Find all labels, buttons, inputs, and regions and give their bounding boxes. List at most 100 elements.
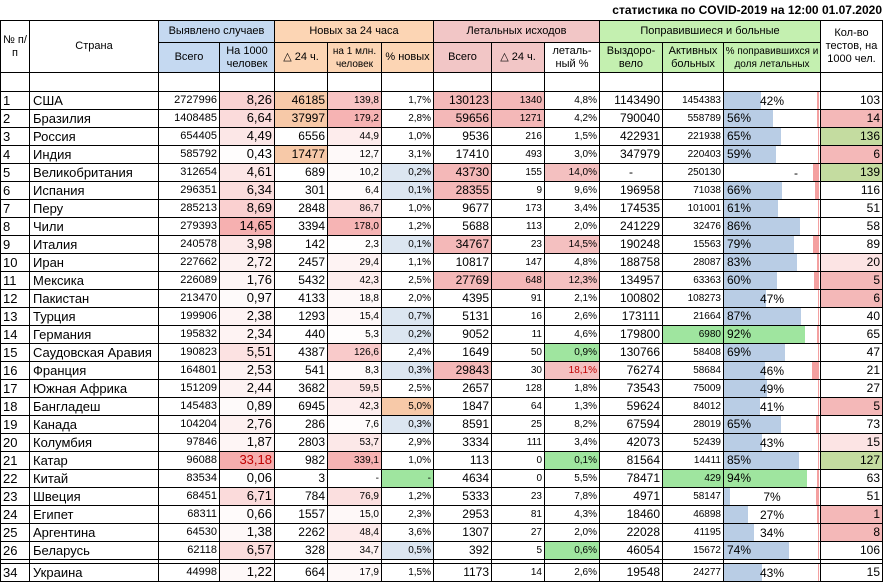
row-country: США — [29, 91, 159, 110]
per1000-heat — [220, 434, 274, 451]
row-num: 6 — [0, 181, 30, 200]
row-d24: 541 — [274, 361, 328, 380]
table-row: 34 Украина 44998 1,22 664 17,9 1,5% 1173 14 2,6% 1… — [0, 563, 883, 582]
row-tests: 58 — [820, 217, 883, 236]
row-active: 221938 — [662, 127, 724, 146]
per1000-heat — [220, 488, 274, 505]
per1000-value: 8,26 — [246, 92, 272, 108]
recovery-pct-label: 43% — [759, 565, 785, 580]
recovery-pct-label: 86% — [727, 219, 752, 233]
row-pct-new: 2,0% — [381, 289, 434, 308]
recovery-bar-fill — [724, 524, 755, 541]
row-deaths-d24: 16 — [491, 307, 545, 326]
per1000-value: 6,57 — [246, 542, 272, 558]
row-country: Великобритания — [29, 163, 159, 182]
table-row: 26 Беларусь 62118 6,57 328 34,7 0,5% 392 5 0,6% 46… — [0, 541, 883, 560]
row-total: 190823 — [158, 343, 220, 362]
lethal-bar-fill — [816, 470, 819, 487]
row-active: 15672 — [662, 541, 724, 560]
row-lethal: 8,2% — [544, 415, 600, 434]
row-recovery-bar: 69% — [723, 343, 821, 362]
table-row: 8 Чили 279393 14,65 3394 178,0 1,2% 5688 113 2,0%… — [0, 217, 883, 236]
row-deaths-total: 113 — [433, 451, 492, 470]
row-tests: 6 — [820, 145, 883, 164]
row-d24: 4133 — [274, 289, 328, 308]
row-num: 9 — [0, 235, 30, 254]
per1000-heat — [220, 524, 274, 541]
row-active: 250130 — [662, 163, 724, 182]
row-lethal: 0,9% — [544, 343, 600, 362]
row-num: 12 — [0, 289, 30, 308]
recovery-bar-fill — [724, 146, 777, 163]
per1000-value: 6,71 — [246, 488, 272, 504]
row-per1m: 17,9 — [327, 563, 382, 582]
row-deaths-d24: 113 — [491, 217, 545, 236]
row-per1000: 14,65 — [219, 217, 275, 236]
row-lethal: 4,3% — [544, 505, 600, 524]
tests-value: 103 — [859, 93, 880, 107]
recovery-pct-label: 74% — [727, 543, 752, 557]
recovery-pct-label: 92% — [727, 327, 752, 341]
table-row: 7 Перу 285213 8,69 2848 86,7 1,0% 9677 173 3,4% 17… — [0, 199, 883, 218]
row-deaths-d24: 648 — [491, 271, 545, 290]
row-tests: 65 — [820, 325, 883, 344]
row-recovery-bar: 79% — [723, 235, 821, 254]
row-deaths-total: 4395 — [433, 289, 492, 308]
row-per1000: 0,89 — [219, 397, 275, 416]
row-country: Беларусь — [29, 541, 159, 560]
row-num: 17 — [0, 379, 30, 398]
row-d24: 5432 — [274, 271, 328, 290]
per1000-value: 1,87 — [246, 434, 272, 450]
row-per1000: 1,76 — [219, 271, 275, 290]
tests-value: 6 — [873, 147, 880, 161]
row-d24: 4387 — [274, 343, 328, 362]
row-recovered: 174535 — [599, 199, 663, 218]
row-recovery-bar: 61% — [723, 199, 821, 218]
row-per1000: 2,76 — [219, 415, 275, 434]
row-country: Украина — [29, 563, 159, 582]
row-per1m: 53,7 — [327, 433, 382, 452]
row-total: 2727996 — [158, 91, 220, 110]
row-tests: 73 — [820, 415, 883, 434]
lethal-bar-fill — [814, 272, 819, 289]
lethal-bar-fill — [818, 218, 819, 235]
recovery-bar-fill — [724, 200, 778, 217]
row-country: Китай — [29, 469, 159, 488]
lethal-bar-fill — [818, 398, 819, 415]
row-d24: 142 — [274, 235, 328, 254]
row-num: 5 — [0, 163, 30, 182]
per1000-heat — [220, 110, 274, 127]
per1000-value: 5,51 — [246, 344, 272, 360]
row-per1000: 6,34 — [219, 181, 275, 200]
per1000-value: 2,76 — [246, 416, 272, 432]
row-active: 14411 — [662, 451, 724, 470]
row-per1000: 33,18 — [219, 451, 275, 470]
row-lethal: 0,6% — [544, 541, 600, 560]
row-num: 11 — [0, 271, 30, 290]
per1000-value: 6,34 — [246, 182, 272, 198]
per1000-heat — [220, 326, 274, 343]
recovery-pct-label: 94% — [727, 471, 752, 485]
row-deaths-total: 59656 — [433, 109, 492, 128]
table-row: 11 Мексика 226089 1,76 5432 42,3 2,5% 27769 648 1… — [0, 271, 883, 290]
header-per1m: на 1 млн. человек — [327, 42, 382, 73]
row-recovered: 42073 — [599, 433, 663, 452]
recovery-bar-fill — [724, 506, 748, 523]
per1000-heat — [220, 416, 274, 433]
row-d24: 17477 — [274, 145, 328, 164]
per1000-value: 2,53 — [246, 362, 272, 378]
row-recovery-bar: 41% — [723, 397, 821, 416]
row-country: Мексика — [29, 271, 159, 290]
row-deaths-total: 29843 — [433, 361, 492, 380]
row-recovery-bar: 94% — [723, 469, 821, 488]
per1000-value: 0,97 — [246, 290, 272, 306]
row-pct-new: 1,0% — [381, 199, 434, 218]
row-total: 296351 — [158, 181, 220, 200]
row-d24: 301 — [274, 181, 328, 200]
row-tests: 14 — [820, 109, 883, 128]
per1000-value: 1,22 — [246, 564, 272, 580]
header-per1000: На 1000 человек — [219, 42, 275, 73]
row-total: 96088 — [158, 451, 220, 470]
per1000-heat — [220, 128, 274, 145]
row-per1m: 339,1 — [327, 451, 382, 470]
